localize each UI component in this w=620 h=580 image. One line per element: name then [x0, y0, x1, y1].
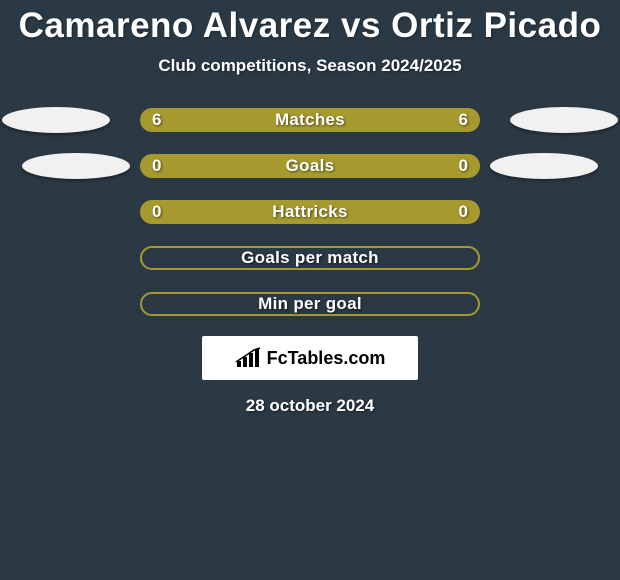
- stat-label: Min per goal: [258, 294, 362, 314]
- left-ellipse: [22, 153, 130, 179]
- stat-label: Goals per match: [241, 248, 379, 268]
- stat-row: 0 Goals 0: [0, 154, 620, 178]
- right-ellipse: [490, 153, 598, 179]
- footer-badge: FcTables.com: [202, 336, 418, 380]
- stat-row: Goals per match: [0, 246, 620, 270]
- stat-left-value: 0: [152, 156, 161, 176]
- left-ellipse: [2, 107, 110, 133]
- comparison-infographic: Camareno Alvarez vs Ortiz Picado Club co…: [0, 0, 620, 580]
- bars-icon: [235, 347, 261, 369]
- stat-label: Goals: [286, 156, 335, 176]
- stat-right-value: 0: [459, 202, 468, 222]
- stat-right-value: 0: [459, 156, 468, 176]
- stat-bar: Min per goal: [140, 292, 480, 316]
- stat-rows: 6 Matches 6 0 Goals 0 0 Hattricks 0 Goals per mat…: [0, 108, 620, 316]
- subtitle: Club competitions, Season 2024/2025: [158, 56, 461, 76]
- stat-left-value: 6: [152, 110, 161, 130]
- stat-bar: 0 Goals 0: [140, 154, 480, 178]
- stat-left-value: 0: [152, 202, 161, 222]
- stat-right-value: 6: [459, 110, 468, 130]
- right-ellipse: [510, 107, 618, 133]
- stat-row: 0 Hattricks 0: [0, 200, 620, 224]
- stat-bar: 6 Matches 6: [140, 108, 480, 132]
- stat-row: Min per goal: [0, 292, 620, 316]
- stat-bar: 0 Hattricks 0: [140, 200, 480, 224]
- page-title: Camareno Alvarez vs Ortiz Picado: [19, 6, 602, 46]
- stat-label: Matches: [275, 110, 345, 130]
- stat-label: Hattricks: [272, 202, 347, 222]
- date-text: 28 october 2024: [246, 396, 375, 416]
- stat-bar: Goals per match: [140, 246, 480, 270]
- footer-badge-text: FcTables.com: [267, 348, 386, 369]
- stat-row: 6 Matches 6: [0, 108, 620, 132]
